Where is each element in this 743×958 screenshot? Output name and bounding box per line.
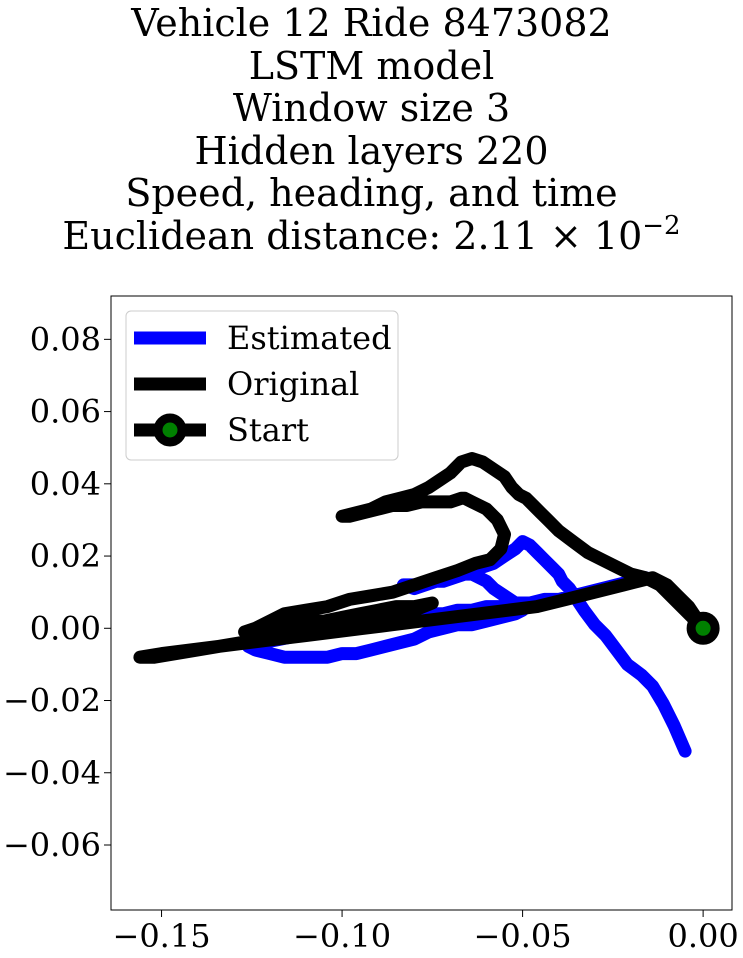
distance-exponent: −2 [642, 210, 681, 241]
title-line-distance: Euclidean distance: 2.11 × 10−2 [0, 213, 743, 258]
y-tick-label: −0.06 [3, 826, 101, 864]
legend-label-original: Original [227, 365, 359, 403]
title-line-vehicle: Vehicle 12 Ride 8473082 [131, 1, 612, 45]
x-tick-label: −0.15 [113, 917, 211, 955]
y-tick-label: 0.06 [30, 393, 101, 431]
distance-label: Euclidean distance: 2.11 [62, 213, 538, 258]
y-tick-label: 0.08 [30, 320, 101, 358]
y-tick-label: −0.02 [3, 682, 101, 720]
x-tick-label: 0.00 [667, 917, 738, 955]
ticks-layer: −0.15 −0.10 −0.05 0.00 0.08 0.06 0.04 0.02 0.00 −… [3, 320, 739, 955]
axes-frame [110, 295, 733, 911]
title-line-window: Window size 3 [232, 86, 511, 131]
start-marker [686, 611, 720, 645]
title-line-features: Speed, heading, and time [125, 171, 618, 216]
y-tick-label: 0.00 [30, 609, 101, 647]
legend: Estimated Original Start [125, 310, 399, 461]
y-tick-label: −0.04 [3, 754, 101, 792]
distance-times: × [549, 213, 582, 258]
legend-box [125, 310, 399, 461]
series-line-original [133, 452, 710, 664]
title-line-hidden: Hidden layers 220 [194, 128, 549, 173]
series-layer [133, 452, 720, 758]
x-tick-label: −0.10 [293, 917, 391, 955]
distance-base: 10 [593, 213, 643, 258]
y-tick-label: 0.04 [30, 465, 101, 503]
chart-title: Vehicle 12 Ride 8473082 LSTM model Windo… [0, 2, 743, 258]
legend-label-estimated: Estimated [227, 319, 392, 357]
legend-marker-start [153, 413, 187, 447]
legend-label-start: Start [227, 411, 309, 449]
title-line-model: LSTM model [248, 43, 495, 88]
y-tick-label: 0.02 [30, 537, 101, 575]
x-tick-label: −0.05 [474, 917, 572, 955]
